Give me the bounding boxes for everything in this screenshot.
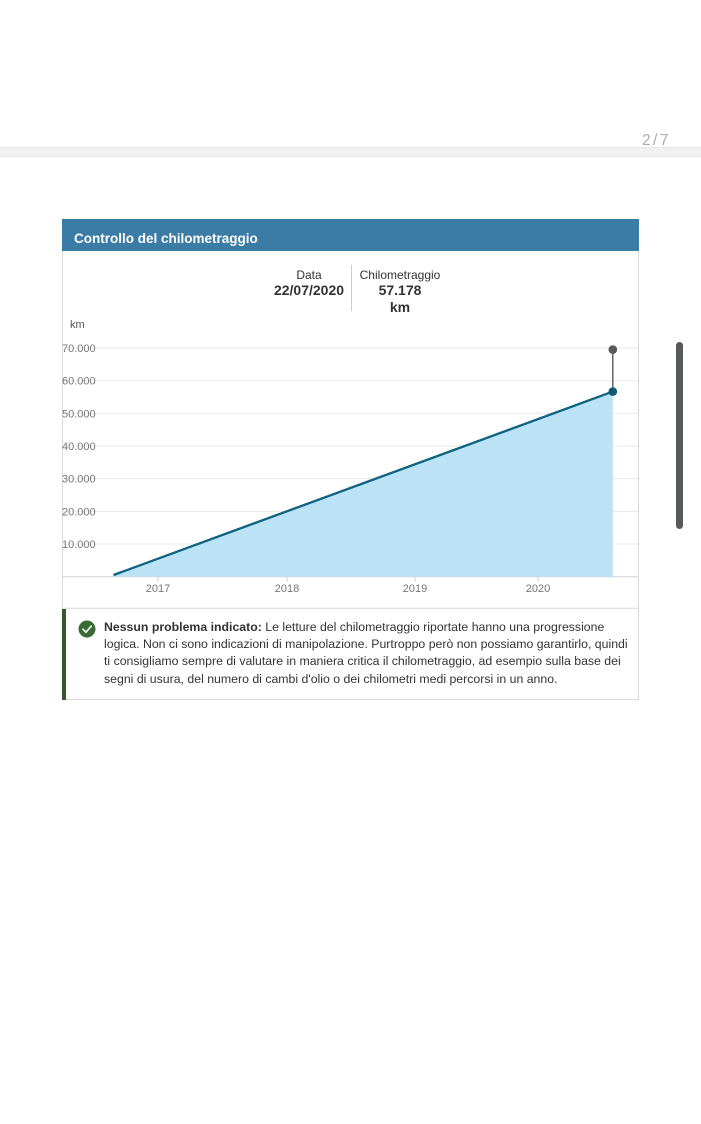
svg-text:2019: 2019	[403, 583, 427, 595]
svg-text:60.000: 60.000	[62, 376, 96, 388]
svg-text:2018: 2018	[275, 583, 299, 595]
svg-text:70.000: 70.000	[62, 343, 96, 355]
svg-text:km: km	[70, 319, 85, 331]
svg-text:50.000: 50.000	[62, 408, 96, 420]
svg-text:20.000: 20.000	[62, 506, 96, 518]
svg-text:40.000: 40.000	[62, 441, 96, 453]
svg-text:2017: 2017	[146, 583, 170, 595]
svg-text:30.000: 30.000	[62, 474, 96, 486]
svg-text:10.000: 10.000	[62, 539, 96, 551]
svg-text:2020: 2020	[526, 583, 550, 595]
